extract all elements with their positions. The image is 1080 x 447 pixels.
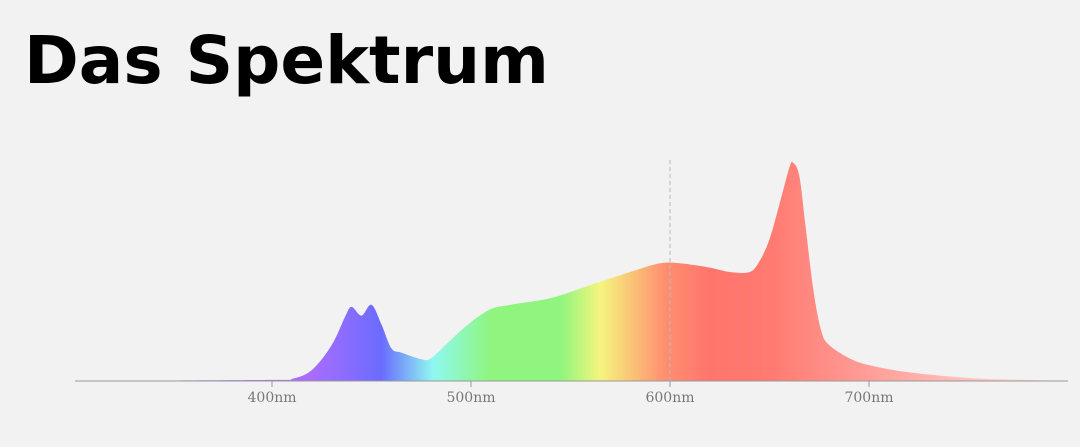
spectrum-area xyxy=(75,161,1068,381)
x-tick-label: 700nm xyxy=(844,390,893,406)
x-tick-label: 600nm xyxy=(645,390,694,406)
x-tick-label: 400nm xyxy=(248,390,297,406)
page-title: Das Spektrum xyxy=(24,22,549,99)
x-tick-label: 500nm xyxy=(446,390,495,406)
